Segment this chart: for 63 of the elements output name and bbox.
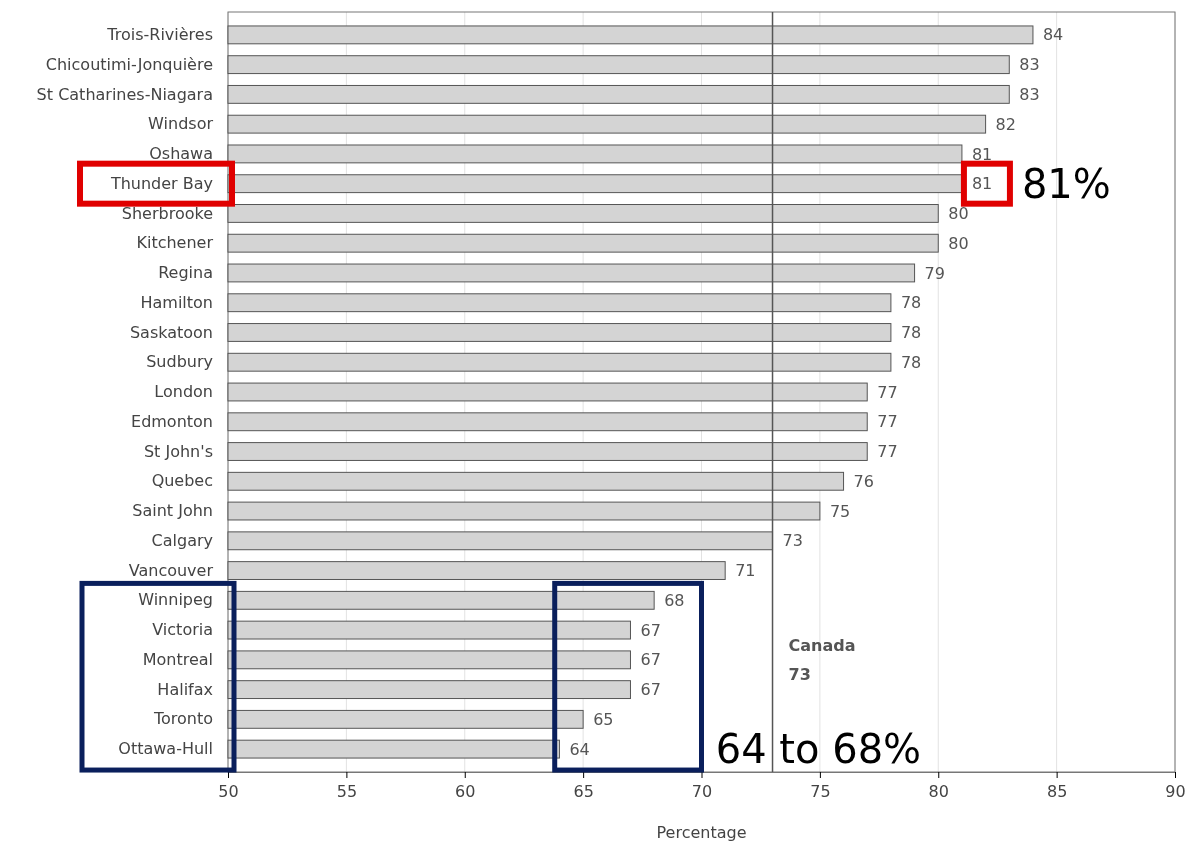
- data-label: 79: [924, 263, 945, 283]
- y-tick-label: Montreal: [142, 649, 213, 669]
- data-label: 71: [735, 561, 756, 581]
- y-tick-label: Saint John: [132, 501, 213, 521]
- data-label: 65: [593, 709, 614, 729]
- y-tick-label: Toronto: [152, 709, 213, 729]
- y-tick-label: Edmonton: [131, 411, 213, 431]
- x-tick-label: 85: [1046, 782, 1068, 802]
- x-tick-label: 80: [928, 782, 949, 802]
- data-label: 67: [640, 650, 661, 670]
- y-tick-label: Hamilton: [140, 292, 213, 312]
- data-label: 77: [877, 442, 898, 462]
- x-tick-label: 75: [810, 782, 831, 802]
- data-label: 80: [948, 204, 969, 224]
- data-label: 83: [1019, 55, 1040, 75]
- data-label: 82: [995, 114, 1016, 134]
- y-tick-label: Sherbrooke: [121, 203, 213, 223]
- data-label: 77: [877, 382, 898, 402]
- y-tick-label: Vancouver: [128, 560, 214, 580]
- data-label: 78: [900, 323, 922, 343]
- data-label: 67: [640, 680, 661, 700]
- y-tick-label: Oshawa: [149, 144, 213, 164]
- x-tick-label: 55: [336, 782, 358, 802]
- y-tick-label: Ottawa-Hull: [118, 739, 213, 759]
- y-tick-label: Sudbury: [146, 352, 213, 372]
- y-tick-label: Saskatoon: [129, 322, 213, 342]
- y-tick-label: Calgary: [151, 530, 213, 550]
- y-tick-label: Victoria: [152, 620, 213, 640]
- x-tick-label: 60: [455, 782, 476, 802]
- x-axis-title: Percentage: [656, 823, 747, 842]
- y-tick-label: Thunder Bay: [109, 173, 213, 193]
- x-tick-label: 70: [691, 782, 713, 802]
- y-tick-label: Quebec: [151, 471, 213, 491]
- data-label: 83: [1019, 85, 1040, 104]
- annotation: 81%: [1021, 160, 1111, 207]
- y-tick-label: St Catharines-Niagara: [36, 84, 213, 104]
- data-label: 80: [948, 233, 969, 253]
- data-label: 68: [664, 590, 685, 610]
- y-tick-label: Kitchener: [136, 233, 214, 253]
- data-label: 76: [853, 471, 874, 491]
- data-label: 64: [569, 739, 590, 759]
- y-tick-label: St John's: [143, 441, 213, 461]
- ref-line-label: Canada 73: [788, 635, 856, 684]
- y-tick-label: Windsor: [148, 114, 214, 134]
- y-tick-label: Regina: [158, 263, 213, 283]
- data-label: 75: [829, 501, 851, 521]
- annotation: 64 to 68%: [715, 726, 922, 773]
- data-label: 81: [971, 144, 993, 164]
- y-tick-label: London: [154, 382, 213, 402]
- x-tick-label: 50: [218, 782, 239, 802]
- y-tick-label: Halifax: [157, 679, 213, 699]
- x-tick-label: 65: [573, 782, 594, 802]
- data-label: 73: [782, 531, 803, 551]
- data-label: 81: [971, 174, 993, 194]
- x-tick-label: 90: [1165, 782, 1186, 802]
- y-tick-label: Winnipeg: [138, 590, 213, 610]
- data-label: 77: [877, 412, 898, 432]
- y-tick-label: Chicoutimi-Jonquière: [45, 54, 213, 74]
- data-label: 78: [900, 352, 922, 372]
- data-label: 67: [640, 620, 661, 640]
- y-tick-label: Trois-Rivières: [106, 25, 213, 44]
- data-label: 78: [900, 293, 922, 313]
- data-label: 84: [1042, 25, 1064, 45]
